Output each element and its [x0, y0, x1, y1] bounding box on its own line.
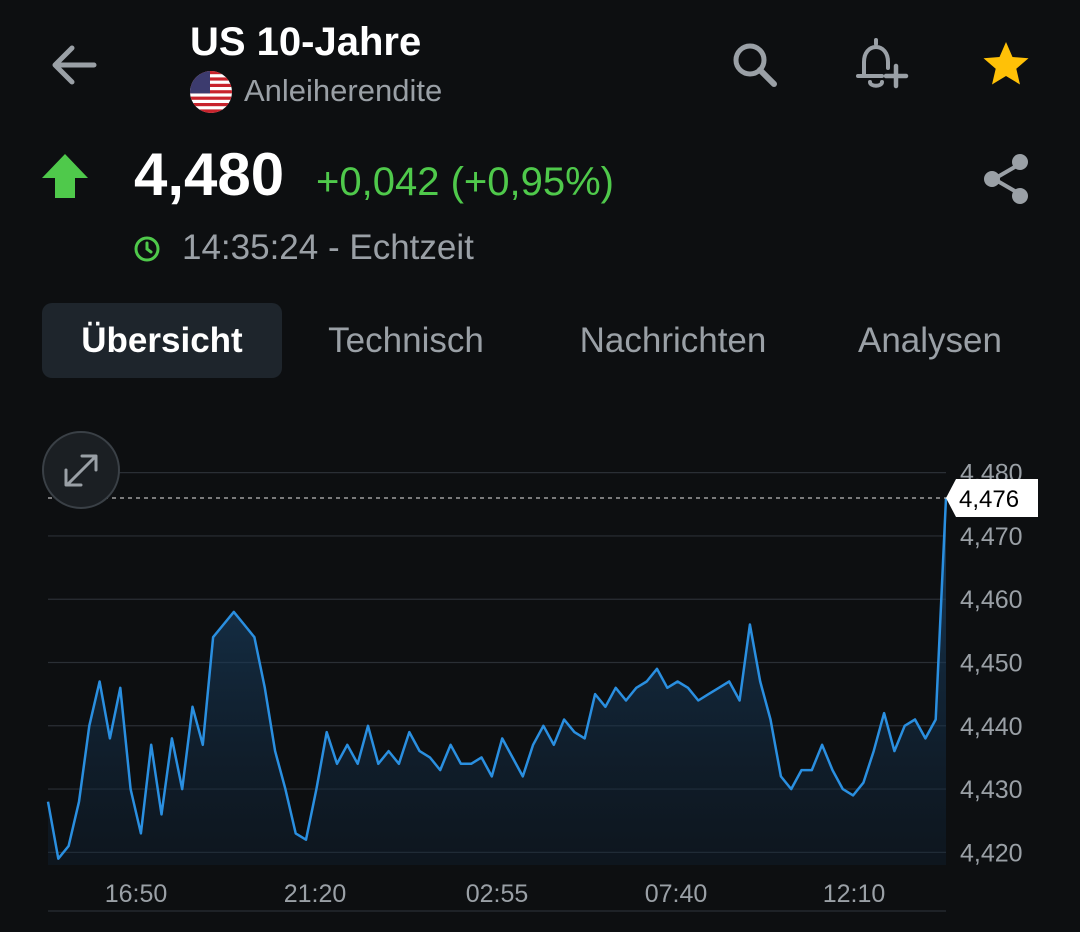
x-tick-label: 02:55 [466, 880, 529, 908]
expand-arrows-icon [64, 454, 98, 487]
favorite-button[interactable] [974, 32, 1038, 96]
search-icon [733, 43, 777, 87]
quote-timestamp: 14:35:24 - Echtzeit [182, 228, 474, 267]
x-tick-label: 21:20 [284, 880, 347, 908]
chart-series-line [46, 497, 948, 860]
tab-analyses[interactable]: Analysen [858, 320, 1002, 360]
tab-news[interactable]: Nachrichten [579, 320, 767, 360]
instrument-type: Anleiherendite [244, 73, 443, 108]
page-title: US 10-Jahre [190, 20, 422, 64]
chart-area-fill [48, 498, 946, 865]
y-tick-label: 4,440 [960, 713, 1023, 741]
trend-up-arrow-icon [38, 150, 92, 202]
current-price: 4,480 [134, 141, 285, 208]
tab-technical[interactable]: Technisch [328, 320, 484, 360]
current-value-marker: 4,476 [946, 478, 1038, 517]
back-arrow-icon [52, 45, 97, 85]
search-button[interactable] [722, 32, 786, 96]
y-tick-label: 4,470 [960, 523, 1023, 551]
add-alert-button[interactable] [848, 32, 912, 96]
y-tick-label: 4,420 [960, 839, 1023, 867]
us-flag-icon [190, 71, 232, 113]
expand-chart-button[interactable] [42, 431, 120, 509]
y-tick-label: 4,450 [960, 650, 1023, 678]
price-change: +0,042 (+0,95%) [316, 160, 614, 204]
add-alert-bell-icon [856, 38, 909, 89]
tab-overview[interactable]: Übersicht [42, 303, 282, 378]
share-icon [984, 154, 1028, 204]
y-tick-label: 4,460 [960, 586, 1023, 614]
y-tick-label: 4,430 [960, 776, 1023, 804]
current-value-label: 4,476 [959, 486, 1019, 513]
star-icon [983, 42, 1029, 85]
share-button[interactable] [976, 148, 1038, 210]
x-tick-label: 16:50 [105, 880, 168, 908]
clock-icon [132, 234, 162, 264]
x-tick-label: 12:10 [823, 880, 886, 908]
back-button[interactable] [40, 30, 110, 100]
x-tick-label: 07:40 [645, 880, 708, 908]
